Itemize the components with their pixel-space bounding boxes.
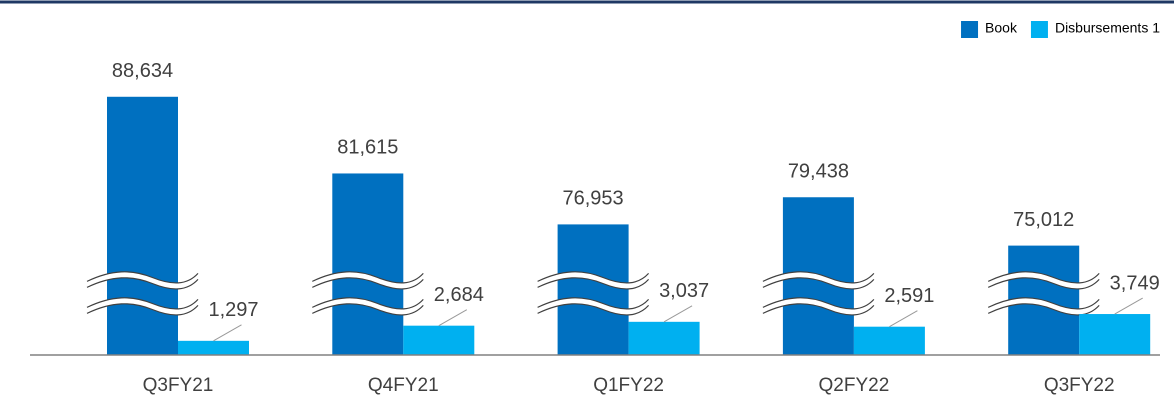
axis-break-edge [312,271,424,284]
legend-swatch [961,21,979,38]
value-label: 88,634 [112,60,173,82]
bar [332,173,404,355]
bar [178,340,249,355]
leader-line [889,310,918,328]
value-label: 75,012 [1013,209,1074,231]
legend-label: Book [985,20,1018,36]
axis-break [311,297,426,315]
x-tick-label: Q3FY22 [1044,375,1115,396]
bar [1079,314,1151,355]
leader-line [438,309,468,327]
axis-break-edge [762,297,875,310]
axis-break-edge [86,277,199,290]
x-tick-label: Q2FY22 [819,375,890,396]
axis-break [536,297,651,315]
axis-break-edge [987,303,1100,316]
axis-break [986,271,1102,289]
axis-break [536,271,651,289]
bar [628,321,700,355]
bar [107,96,178,355]
axis-break-edge [537,271,650,284]
axis-break-edge [86,271,199,284]
axis-break [761,297,877,315]
leader-line [213,324,242,342]
axis-break-edge [987,297,1100,310]
axis-break-edge [312,277,424,290]
axis-break-edge [86,297,199,310]
axis-break-edge [312,303,424,316]
bar [557,224,629,355]
value-label: 2,591 [884,285,934,307]
axis-break-edge [537,277,650,290]
axis-break [85,271,201,289]
axis-break [311,271,426,289]
bar [403,325,475,355]
x-tick-label: Q1FY22 [593,375,664,396]
x-tick-label: Q3FY21 [143,375,214,396]
value-label: 1,297 [208,299,258,321]
legend-swatch [1030,21,1048,38]
legend-label: Disbursements 1 [1055,20,1160,36]
axis-break-edge [987,277,1100,290]
leader-line [663,305,693,323]
axis-break-edge [537,297,650,310]
bar [853,326,925,355]
value-label: 3,749 [1110,272,1160,294]
leader-line [1114,297,1143,315]
axis-break-edge [762,271,875,284]
axis-break-edge [762,303,875,316]
value-label: 3,037 [659,280,709,302]
value-label: 79,438 [788,161,849,183]
axis-break-edge [537,303,650,316]
axis-break-edge [312,297,424,310]
axis-break [85,297,201,315]
x-tick-label: Q4FY21 [368,375,439,396]
axis-break-edge [987,271,1100,284]
value-label: 2,684 [434,284,484,306]
value-label: 76,953 [563,188,624,210]
axis-break [986,297,1102,315]
axis-break-edge [762,277,875,290]
value-label: 81,615 [337,137,398,159]
axis-break-edge [86,303,199,316]
axis-break [761,271,877,289]
